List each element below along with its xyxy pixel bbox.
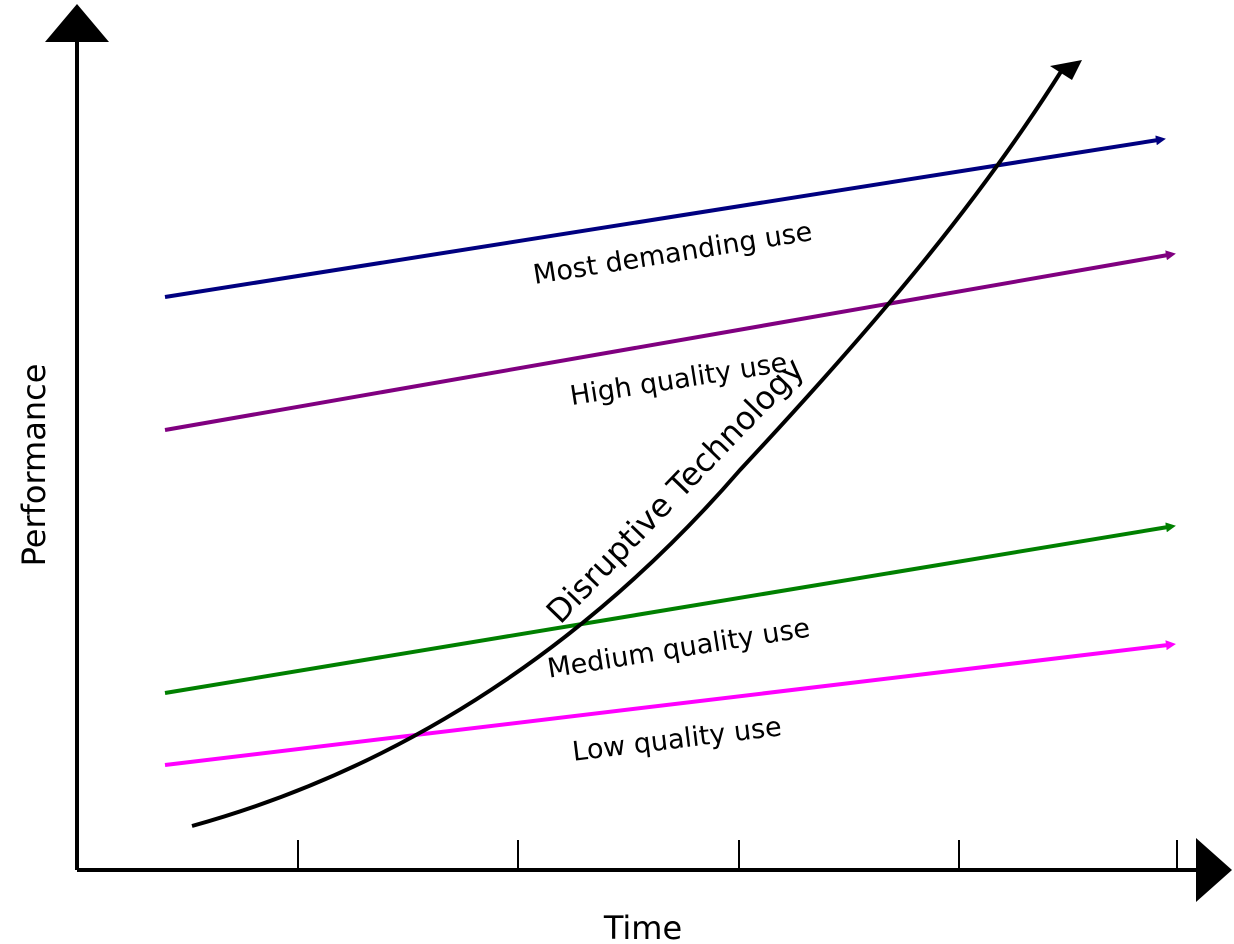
demand-lines: Most demanding use High quality use Medi… [164,135,1176,768]
x-axis-label: Time [603,909,682,944]
most-demanding-use-line [164,135,1166,299]
high-quality-use-line [164,250,1176,432]
medium-quality-use-line [164,522,1176,695]
x-axis-ticks [297,840,1178,870]
y-axis-arrowhead [45,4,109,42]
disruptive-technology-curve [191,68,1064,828]
x-axis-arrowhead [1196,838,1232,902]
low-quality-use-label: Low quality use [571,711,784,767]
disruptive-technology-arrowhead [1050,60,1082,80]
most-demanding-use-label: Most demanding use [531,216,814,291]
low-quality-use-line [164,640,1176,767]
axes: Performance Time [15,4,1232,944]
y-axis-label: Performance [15,364,53,567]
